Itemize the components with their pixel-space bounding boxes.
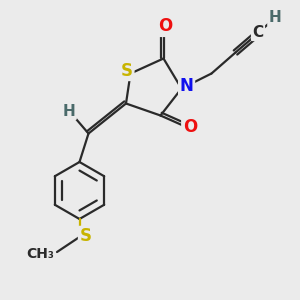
- Text: C: C: [252, 25, 264, 40]
- Text: O: O: [183, 118, 197, 136]
- Text: S: S: [80, 227, 92, 245]
- Text: H: H: [63, 103, 75, 118]
- Text: N: N: [180, 77, 194, 95]
- Text: O: O: [158, 17, 172, 35]
- Text: CH₃: CH₃: [26, 247, 54, 260]
- Text: S: S: [121, 61, 133, 80]
- Text: H: H: [269, 11, 281, 26]
